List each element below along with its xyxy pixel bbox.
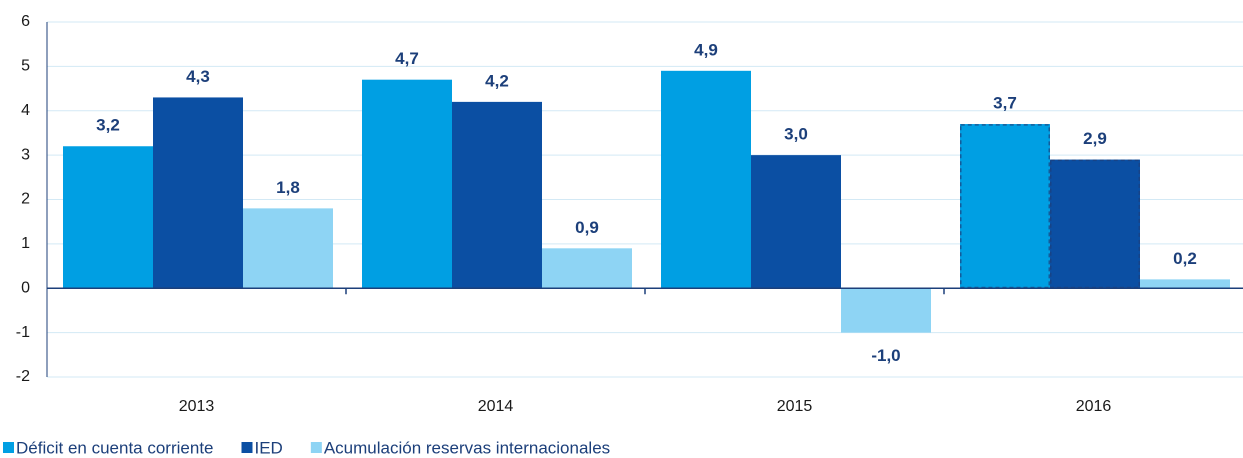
- y-tick-label: 0: [21, 279, 30, 296]
- value-label: 0,2: [1173, 249, 1197, 268]
- bar: [841, 288, 931, 333]
- value-label: 4,2: [485, 71, 509, 90]
- bar: [452, 101, 542, 289]
- y-tick-label: 2: [21, 191, 30, 208]
- y-tick-label: 5: [21, 58, 30, 75]
- bar: [1050, 159, 1140, 289]
- value-label: 1,8: [276, 178, 300, 197]
- y-tick-label: -2: [16, 368, 30, 385]
- bar: [751, 155, 841, 289]
- bar: [960, 124, 1050, 289]
- value-label: -1,0: [871, 346, 900, 365]
- value-label: 4,7: [395, 49, 419, 68]
- y-tick-label: 4: [21, 102, 30, 119]
- legend-swatch: [241, 442, 253, 453]
- value-label: 0,9: [575, 218, 599, 237]
- bar: [153, 97, 243, 289]
- y-tick-label: 6: [21, 13, 30, 30]
- value-label: 2,9: [1083, 129, 1107, 148]
- x-tick-label: 2013: [179, 398, 215, 415]
- legend-label: Acumulación reservas internacionales: [324, 438, 610, 457]
- value-label: 4,3: [186, 67, 210, 86]
- y-tick-label: -1: [16, 324, 30, 341]
- value-label: 4,9: [694, 40, 718, 59]
- bar: [542, 248, 632, 289]
- legend-label: Déficit en cuenta corriente: [16, 438, 214, 457]
- y-tick-label: 1: [21, 235, 30, 252]
- legend-swatch: [3, 442, 14, 453]
- value-label: 3,7: [993, 94, 1017, 113]
- legend-swatch: [310, 442, 322, 453]
- bar: [362, 79, 452, 289]
- x-tick-label: 2015: [777, 398, 813, 415]
- bar: [1140, 279, 1230, 289]
- x-tick-label: 2016: [1076, 398, 1112, 415]
- y-tick-label: 3: [21, 146, 30, 163]
- legend-label: IED: [255, 438, 283, 457]
- value-label: 3,2: [96, 116, 120, 135]
- bar: [243, 208, 333, 289]
- value-label: 3,0: [784, 125, 808, 144]
- x-tick-label: 2014: [478, 398, 514, 415]
- bar: [63, 146, 153, 289]
- bar: [661, 70, 751, 289]
